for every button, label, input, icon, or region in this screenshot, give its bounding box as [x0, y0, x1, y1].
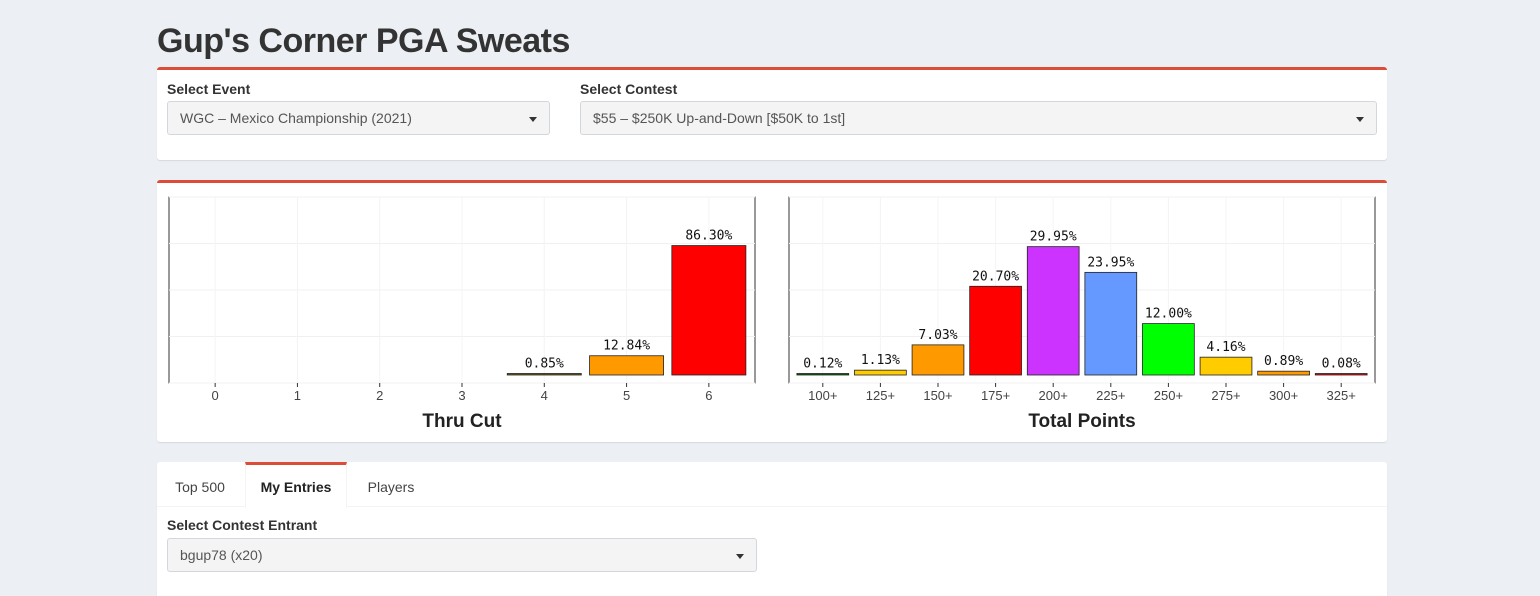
bar [911, 344, 965, 376]
data-label: 0.08% [1322, 357, 1361, 372]
x-tick-label: 125+ [866, 388, 895, 403]
x-tick-label: 4 [541, 388, 548, 403]
x-tick-label: 250+ [1154, 388, 1183, 403]
event-select[interactable]: WGC – Mexico Championship (2021) [167, 101, 550, 135]
x-tick-label: 2 [376, 388, 383, 403]
x-tick-label: 6 [705, 388, 712, 403]
data-label: 86.30% [685, 229, 732, 244]
data-label: 0.85% [525, 357, 564, 372]
chevron-down-icon [736, 554, 744, 559]
x-axis-title: Total Points [1028, 411, 1135, 432]
data-label: 23.95% [1087, 255, 1134, 270]
x-tick-label: 150+ [923, 388, 952, 403]
x-tick-label: 100+ [808, 388, 837, 403]
x-tick-label: 200+ [1039, 388, 1068, 403]
entrant-select-value: bgup78 (x20) [180, 547, 263, 563]
data-label: 12.00% [1145, 307, 1192, 322]
data-label: 7.03% [918, 328, 957, 343]
charts-box: 0 1 2 3 0.85% 4 12.84% 5 86.30% 6 Thru Cut 0.12% 100… [157, 180, 1387, 442]
tab-my-entries[interactable]: My Entries [245, 462, 347, 508]
entrant-label: Select Contest Entrant [167, 517, 318, 533]
bar [589, 355, 664, 376]
page-title: Gup's Corner PGA Sweats [157, 22, 570, 60]
bar [506, 373, 582, 376]
bar [854, 369, 907, 376]
x-axis-title: Thru Cut [422, 411, 502, 432]
data-label: 4.16% [1206, 340, 1245, 355]
tabs-box: Top 500 My Entries Players Select Contes… [157, 462, 1387, 596]
bar [1314, 373, 1368, 376]
x-tick-label: 3 [458, 388, 465, 403]
bar [796, 373, 850, 376]
chevron-down-icon [1356, 117, 1364, 122]
contest-select-value: $55 – $250K Up-and-Down [$50K to 1st] [593, 110, 846, 126]
bar [1257, 370, 1310, 376]
data-label: 0.89% [1264, 354, 1303, 369]
entrant-select[interactable]: bgup78 (x20) [167, 538, 757, 572]
data-label: 1.13% [861, 353, 900, 368]
x-tick-label: 5 [623, 388, 630, 403]
bar [671, 245, 747, 376]
tab-top-500[interactable]: Top 500 [175, 479, 225, 495]
bar [1199, 356, 1253, 376]
bar [1026, 246, 1080, 376]
x-tick-label: 300+ [1269, 388, 1298, 403]
contest-label: Select Contest [580, 81, 678, 97]
x-tick-label: 1 [294, 388, 301, 403]
bar [1142, 323, 1195, 376]
x-tick-label: 325+ [1327, 388, 1356, 403]
bar [969, 285, 1022, 376]
charts-svg: 0 1 2 3 0.85% 4 12.84% 5 86.30% 6 Thru Cut 0.12% 100… [168, 196, 1376, 432]
data-label: 20.70% [972, 269, 1019, 284]
selection-box: Select Event WGC – Mexico Championship (… [157, 67, 1387, 160]
event-select-value: WGC – Mexico Championship (2021) [180, 110, 412, 126]
chevron-down-icon [529, 117, 537, 122]
x-tick-label: 275+ [1211, 388, 1240, 403]
x-tick-label: 175+ [981, 388, 1010, 403]
bar [1084, 271, 1138, 376]
data-label: 12.84% [603, 339, 650, 354]
tab-players[interactable]: Players [367, 479, 415, 495]
x-tick-label: 0 [212, 388, 219, 403]
event-label: Select Event [167, 81, 251, 97]
tab-bar: Top 500 My Entries Players [157, 462, 1387, 508]
data-label: 29.95% [1030, 230, 1077, 245]
x-tick-label: 225+ [1096, 388, 1125, 403]
data-label: 0.12% [803, 357, 842, 372]
contest-select[interactable]: $55 – $250K Up-and-Down [$50K to 1st] [580, 101, 1377, 135]
